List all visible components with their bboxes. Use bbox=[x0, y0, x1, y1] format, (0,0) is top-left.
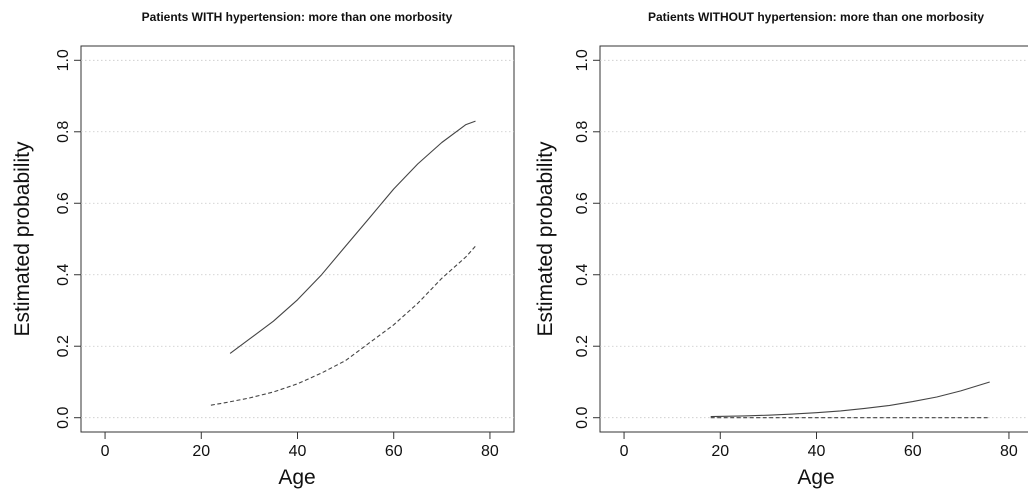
plot-frame bbox=[80, 45, 515, 433]
series-line-dashed bbox=[210, 245, 476, 406]
y-tick-label: 0.4 bbox=[574, 263, 591, 285]
x-tick-label: 60 bbox=[904, 443, 922, 460]
y-tick-label: 0.4 bbox=[55, 263, 72, 285]
y-tick-label: 0.2 bbox=[55, 335, 72, 357]
y-tick-label: 0.8 bbox=[55, 121, 72, 143]
x-tick-label: 60 bbox=[385, 443, 403, 460]
x-tick-label: 40 bbox=[808, 443, 826, 460]
y-tick-label: 1.0 bbox=[55, 49, 72, 71]
x-axis-label: Age bbox=[278, 466, 315, 489]
y-axis-label: Estimated probability bbox=[534, 141, 557, 336]
plot-frame bbox=[599, 45, 1028, 433]
x-tick-label: 0 bbox=[620, 443, 629, 460]
y-tick-label: 1.0 bbox=[574, 49, 591, 71]
panel-with-hypertension: Patients WITH hypertension: more than on… bbox=[11, 10, 515, 489]
x-tick-label: 80 bbox=[1000, 443, 1018, 460]
panel-without-hypertension: Patients WITHOUT hypertension: more than… bbox=[534, 10, 1028, 489]
panel-title: Patients WITH hypertension: more than on… bbox=[142, 10, 453, 24]
x-axis-label: Age bbox=[797, 466, 834, 489]
y-tick-label: 0.0 bbox=[55, 406, 72, 428]
y-tick-label: 0.8 bbox=[574, 121, 591, 143]
series-line-solid bbox=[229, 120, 476, 354]
x-tick-label: 0 bbox=[101, 443, 110, 460]
y-tick-label: 0.6 bbox=[55, 192, 72, 214]
series-line-solid bbox=[710, 381, 990, 418]
x-tick-label: 40 bbox=[289, 443, 307, 460]
panel-title: Patients WITHOUT hypertension: more than… bbox=[648, 10, 984, 24]
x-tick-label: 20 bbox=[192, 443, 210, 460]
x-tick-label: 80 bbox=[481, 443, 499, 460]
y-tick-label: 0.0 bbox=[574, 406, 591, 428]
x-tick-label: 20 bbox=[711, 443, 729, 460]
y-tick-label: 0.2 bbox=[574, 335, 591, 357]
y-tick-label: 0.6 bbox=[574, 192, 591, 214]
y-axis-label: Estimated probability bbox=[11, 141, 34, 336]
